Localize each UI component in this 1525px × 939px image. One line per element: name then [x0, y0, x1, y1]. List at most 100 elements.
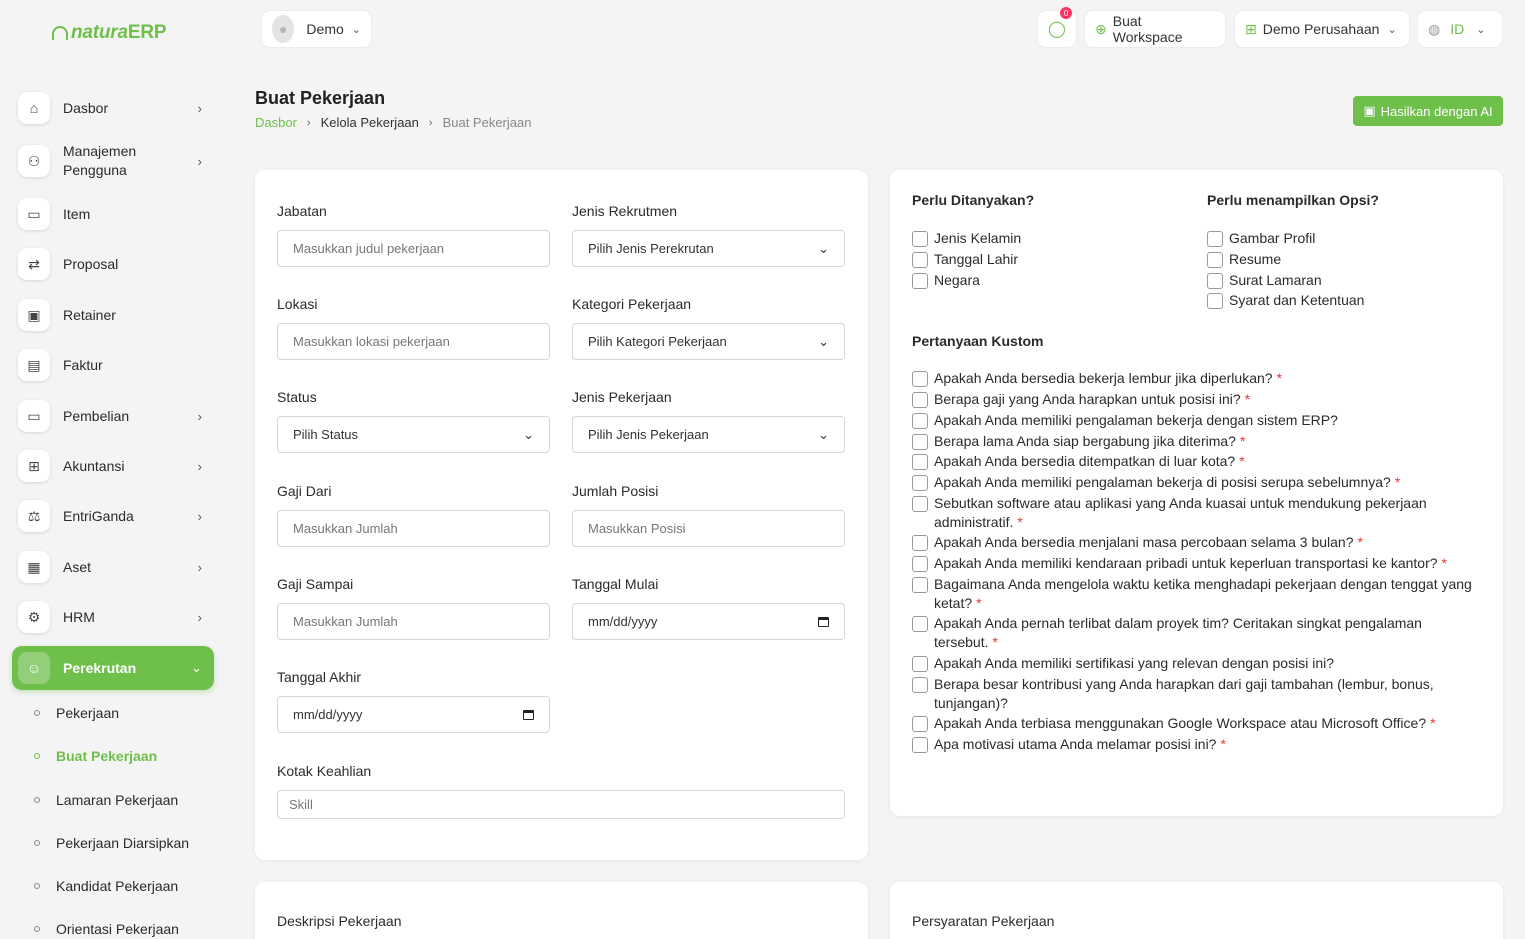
- lokasi-input[interactable]: Masukkan lokasi pekerjaan: [277, 323, 550, 360]
- custom-question[interactable]: Apakah Anda pernah terlibat dalam proyek…: [912, 614, 1474, 652]
- ask-option[interactable]: Tanggal Lahir: [912, 250, 1018, 269]
- jenis-rekrutmen-label: Jenis Rekrutmen: [572, 203, 678, 219]
- generate-ai-button[interactable]: ▣ Hasilkan dengan AI: [1353, 96, 1503, 126]
- checkbox[interactable]: [912, 413, 928, 429]
- custom-question[interactable]: Apakah Anda memiliki kendaraan pribadi u…: [912, 554, 1474, 573]
- chevron-down-icon: ⌄: [191, 660, 202, 675]
- gaji-sampai-input[interactable]: Masukkan Jumlah: [277, 603, 550, 640]
- sidebar-item-dasbor[interactable]: ⌂ Dasbor ›: [12, 91, 214, 125]
- custom-question[interactable]: Apakah Anda memiliki sertifikasi yang re…: [912, 654, 1474, 673]
- custom-question[interactable]: Apakah Anda terbiasa menggunakan Google …: [912, 714, 1474, 733]
- checkbox[interactable]: [912, 273, 928, 289]
- requirements-title: Persyaratan Pekerjaan: [912, 913, 1055, 929]
- checkbox[interactable]: [912, 577, 928, 593]
- custom-question[interactable]: Apakah Anda bersedia bekerja lembur jika…: [912, 369, 1474, 388]
- checkbox[interactable]: [1207, 273, 1223, 289]
- custom-question[interactable]: Apakah Anda memiliki pengalaman bekerja …: [912, 473, 1474, 492]
- sidebar-item-hrm[interactable]: ⚙ HRM ›: [12, 600, 214, 634]
- jabatan-input[interactable]: Masukkan judul pekerjaan: [277, 230, 550, 267]
- messages-button[interactable]: ◯ 0: [1037, 7, 1077, 48]
- users-icon: ⚇: [18, 145, 50, 177]
- custom-question[interactable]: Bagaimana Anda mengelola waktu ketika me…: [912, 575, 1474, 613]
- custom-question[interactable]: Berapa gaji yang Anda harapkan untuk pos…: [912, 390, 1474, 409]
- custom-question[interactable]: Apakah Anda bersedia ditempatkan di luar…: [912, 452, 1474, 471]
- checkbox[interactable]: [912, 231, 928, 247]
- sidebar-item-perekrutan[interactable]: ☺ Perekrutan ⌄: [12, 646, 214, 690]
- chat-icon: ◯: [1048, 21, 1066, 38]
- brand-logo[interactable]: natura ERP: [52, 22, 167, 44]
- create-workspace-button[interactable]: ⊕ Buat Workspace: [1084, 10, 1226, 48]
- sidebar-item-item[interactable]: ▭ Item: [12, 197, 214, 231]
- checkbox[interactable]: [912, 454, 928, 470]
- kategori-select[interactable]: Pilih Kategori Pekerjaan ⌄: [572, 323, 845, 360]
- checkbox[interactable]: [912, 371, 928, 387]
- tanggal-mulai-input[interactable]: mm/dd/yyyy: [572, 603, 845, 640]
- custom-question[interactable]: Sebutkan software atau aplikasi yang And…: [912, 494, 1474, 532]
- sub-item-buat-pekerjaan[interactable]: Buat Pekerjaan: [34, 748, 157, 764]
- gaji-dari-input[interactable]: Masukkan Jumlah: [277, 510, 550, 547]
- chevron-right-icon: ›: [197, 100, 202, 116]
- checkbox[interactable]: [912, 616, 928, 632]
- show-option[interactable]: Surat Lamaran: [1207, 271, 1322, 290]
- breadcrumb-kelola-pekerjaan[interactable]: Kelola Pekerjaan: [320, 115, 419, 130]
- sidebar-item-faktur[interactable]: ▤ Faktur: [12, 348, 214, 382]
- user-menu-button[interactable]: ● Demo ⌄: [261, 10, 372, 48]
- status-select[interactable]: Pilih Status ⌄: [277, 416, 550, 453]
- checkbox[interactable]: [1207, 231, 1223, 247]
- tanggal-akhir-input[interactable]: mm/dd/yyyy: [277, 696, 550, 733]
- purchase-cart-icon: ▭: [18, 400, 50, 432]
- checkbox[interactable]: [912, 392, 928, 408]
- jumlah-posisi-input[interactable]: Masukkan Posisi: [572, 510, 845, 547]
- skill-input[interactable]: Skill: [277, 790, 845, 819]
- custom-question[interactable]: Apakah Anda bersedia menjalani masa perc…: [912, 533, 1474, 552]
- show-option[interactable]: Syarat dan Ketentuan: [1207, 291, 1364, 310]
- custom-question[interactable]: Apakah Anda memiliki pengalaman bekerja …: [912, 411, 1474, 430]
- checkbox[interactable]: [912, 252, 928, 268]
- checkbox[interactable]: [912, 475, 928, 491]
- custom-questions-title: Pertanyaan Kustom: [912, 333, 1044, 349]
- custom-question[interactable]: Berapa lama Anda siap bergabung jika dit…: [912, 432, 1474, 451]
- checkbox[interactable]: [1207, 252, 1223, 268]
- chevron-right-icon: ›: [197, 408, 202, 424]
- jenis-rekrutmen-select[interactable]: Pilih Jenis Perekrutan ⌄: [572, 230, 845, 267]
- calendar-icon[interactable]: [523, 709, 534, 720]
- sub-item-pekerjaan-diarsipkan[interactable]: Pekerjaan Diarsipkan: [34, 835, 189, 851]
- checkbox[interactable]: [912, 716, 928, 732]
- bullet-icon: [34, 926, 40, 932]
- sidebar-item-entriganda[interactable]: ⚖ EntriGanda ›: [12, 499, 214, 533]
- breadcrumb-current: Buat Pekerjaan: [442, 115, 532, 130]
- show-option[interactable]: Gambar Profil: [1207, 229, 1315, 248]
- checkbox[interactable]: [912, 677, 928, 693]
- sidebar-item-manajemen-pengguna[interactable]: ⚇ Manajemen Pengguna ›: [12, 141, 214, 181]
- chevron-right-icon: ›: [306, 116, 311, 129]
- sidebar-item-retainer[interactable]: ▣ Retainer: [12, 298, 214, 332]
- status-label: Status: [277, 389, 317, 405]
- checkbox[interactable]: [912, 434, 928, 450]
- checkbox[interactable]: [912, 556, 928, 572]
- sub-item-pekerjaan[interactable]: Pekerjaan: [34, 705, 119, 721]
- ask-option[interactable]: Negara: [912, 271, 980, 290]
- checkbox[interactable]: [1207, 293, 1223, 309]
- show-option[interactable]: Resume: [1207, 250, 1281, 269]
- company-switcher[interactable]: ⊞ Demo Perusahaan ⌄: [1234, 10, 1410, 48]
- checkbox[interactable]: [912, 535, 928, 551]
- sidebar-item-pembelian[interactable]: ▭ Pembelian ›: [12, 399, 214, 433]
- breadcrumb-dasbor[interactable]: Dasbor: [255, 115, 297, 130]
- language-switcher[interactable]: ◍ ID ⌄: [1417, 10, 1503, 48]
- sub-item-kandidat-pekerjaan[interactable]: Kandidat Pekerjaan: [34, 878, 178, 894]
- sub-item-lamaran-pekerjaan[interactable]: Lamaran Pekerjaan: [34, 792, 178, 808]
- sidebar-item-akuntansi[interactable]: ⊞ Akuntansi ›: [12, 449, 214, 483]
- custom-question[interactable]: Apa motivasi utama Anda melamar posisi i…: [912, 735, 1474, 754]
- calendar-icon[interactable]: [818, 616, 829, 627]
- custom-question[interactable]: Berapa besar kontribusi yang Anda harapk…: [912, 675, 1474, 713]
- sidebar-item-proposal[interactable]: ⇄ Proposal: [12, 247, 214, 281]
- checkbox[interactable]: [912, 737, 928, 753]
- checkbox[interactable]: [912, 496, 928, 512]
- checkbox[interactable]: [912, 656, 928, 672]
- sidebar-item-aset[interactable]: ▦ Aset ›: [12, 550, 214, 584]
- ask-option[interactable]: Jenis Kelamin: [912, 229, 1021, 248]
- jenis-pekerjaan-select[interactable]: Pilih Jenis Pekerjaan ⌄: [572, 416, 845, 453]
- sub-item-orientasi-pekerjaan[interactable]: Orientasi Pekerjaan: [34, 921, 179, 937]
- chevron-down-icon: ⌄: [818, 333, 829, 349]
- lokasi-label: Lokasi: [277, 296, 318, 312]
